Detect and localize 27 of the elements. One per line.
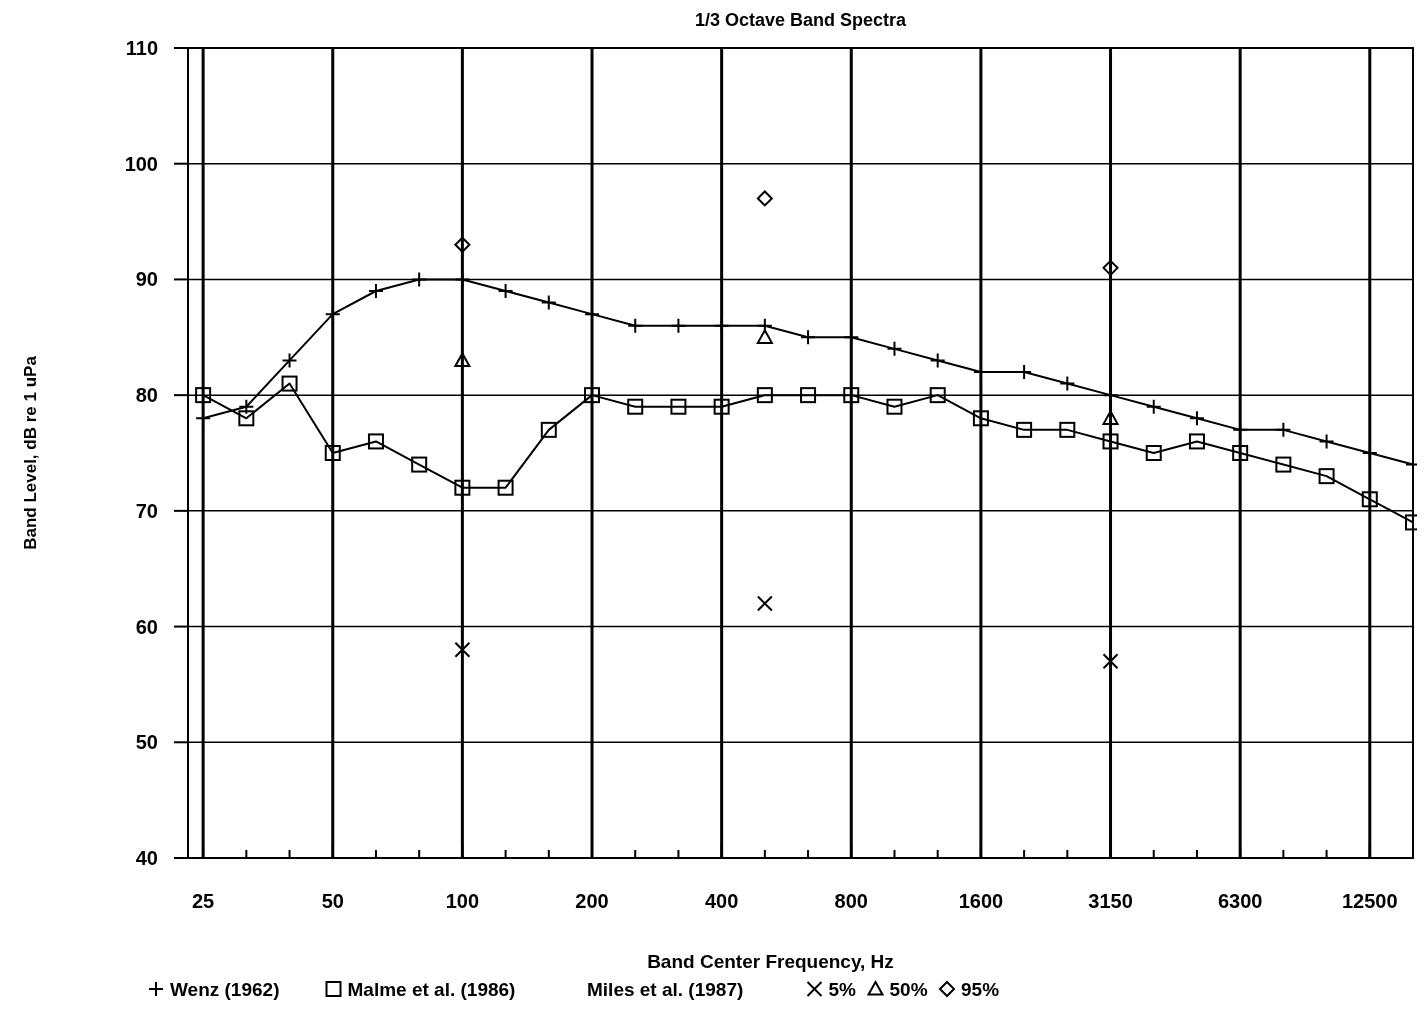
y-tick-label: 80 xyxy=(135,384,158,407)
x-axis-title: Band Center Frequency, Hz xyxy=(647,951,894,972)
y-tick-label: 100 xyxy=(124,152,158,175)
legend-label: Wenz (1962) xyxy=(170,979,280,1000)
x-tick-label: 100 xyxy=(445,890,480,912)
chart-title: 1/3 Octave Band Spectra xyxy=(694,10,908,30)
x-tick-label: 6300 xyxy=(1217,890,1263,912)
y-tick-label: 40 xyxy=(135,847,158,869)
legend-label: Malme et al. (1986) xyxy=(347,979,516,1000)
x-tick-label: 400 xyxy=(704,890,739,912)
x-tick-label: 1600 xyxy=(958,890,1004,912)
legend-label: 5% xyxy=(828,979,857,1000)
legend-title: Miles et al. (1987) xyxy=(587,979,744,1000)
y-tick-label: 90 xyxy=(135,268,158,291)
y-tick-label: 70 xyxy=(135,499,158,522)
x-tick-label: 800 xyxy=(834,890,868,912)
y-axis-title: Band Level, dB re 1 uPa xyxy=(21,355,40,550)
y-tick-label: 110 xyxy=(125,37,158,59)
legend-label: 50% xyxy=(889,979,928,1000)
x-tick-label: 12500 xyxy=(1341,890,1398,912)
x-tick-label: 25 xyxy=(192,890,215,912)
y-tick-label: 60 xyxy=(135,615,158,638)
legend-label: 95% xyxy=(961,979,1000,1000)
x-tick-label: 3150 xyxy=(1088,890,1133,912)
x-tick-label: 50 xyxy=(321,890,344,912)
x-tick-label: 200 xyxy=(575,890,609,912)
y-tick-label: 50 xyxy=(135,731,158,754)
